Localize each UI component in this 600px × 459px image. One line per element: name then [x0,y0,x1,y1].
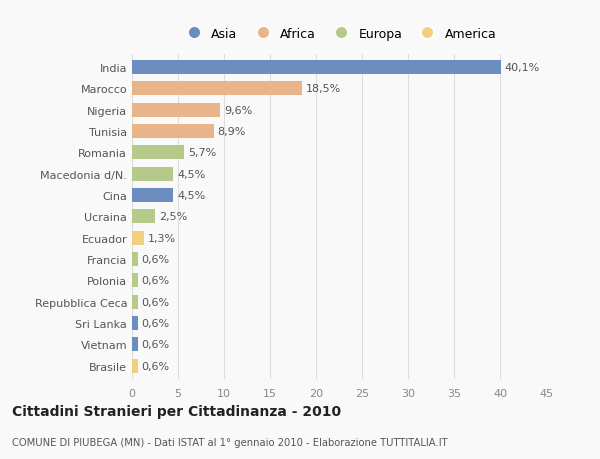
Text: 9,6%: 9,6% [224,106,252,115]
Bar [132,125,214,139]
Bar [132,252,137,266]
Text: 1,3%: 1,3% [148,233,176,243]
Text: 0,6%: 0,6% [141,340,169,350]
Text: 40,1%: 40,1% [505,63,540,73]
Text: Cittadini Stranieri per Cittadinanza - 2010: Cittadini Stranieri per Cittadinanza - 2… [12,404,341,419]
Bar [132,359,137,373]
Text: 0,6%: 0,6% [141,361,169,371]
Bar [132,168,173,181]
Bar [132,210,155,224]
Text: 4,5%: 4,5% [177,190,205,201]
Bar [132,274,137,288]
Bar [132,231,144,245]
Bar [132,82,302,96]
Bar [132,61,501,75]
Text: 5,7%: 5,7% [188,148,217,158]
Text: 4,5%: 4,5% [177,169,205,179]
Text: 8,9%: 8,9% [218,127,246,137]
Bar [132,189,173,202]
Text: 18,5%: 18,5% [306,84,341,94]
Bar [132,316,137,330]
Bar [132,104,220,118]
Text: 0,6%: 0,6% [141,297,169,307]
Text: COMUNE DI PIUBEGA (MN) - Dati ISTAT al 1° gennaio 2010 - Elaborazione TUTTITALIA: COMUNE DI PIUBEGA (MN) - Dati ISTAT al 1… [12,437,448,447]
Legend: Asia, Africa, Europa, America: Asia, Africa, Europa, America [176,22,502,45]
Text: 0,6%: 0,6% [141,276,169,286]
Text: 2,5%: 2,5% [158,212,187,222]
Text: 0,6%: 0,6% [141,254,169,264]
Bar [132,146,184,160]
Bar [132,338,137,352]
Bar [132,295,137,309]
Text: 0,6%: 0,6% [141,319,169,328]
